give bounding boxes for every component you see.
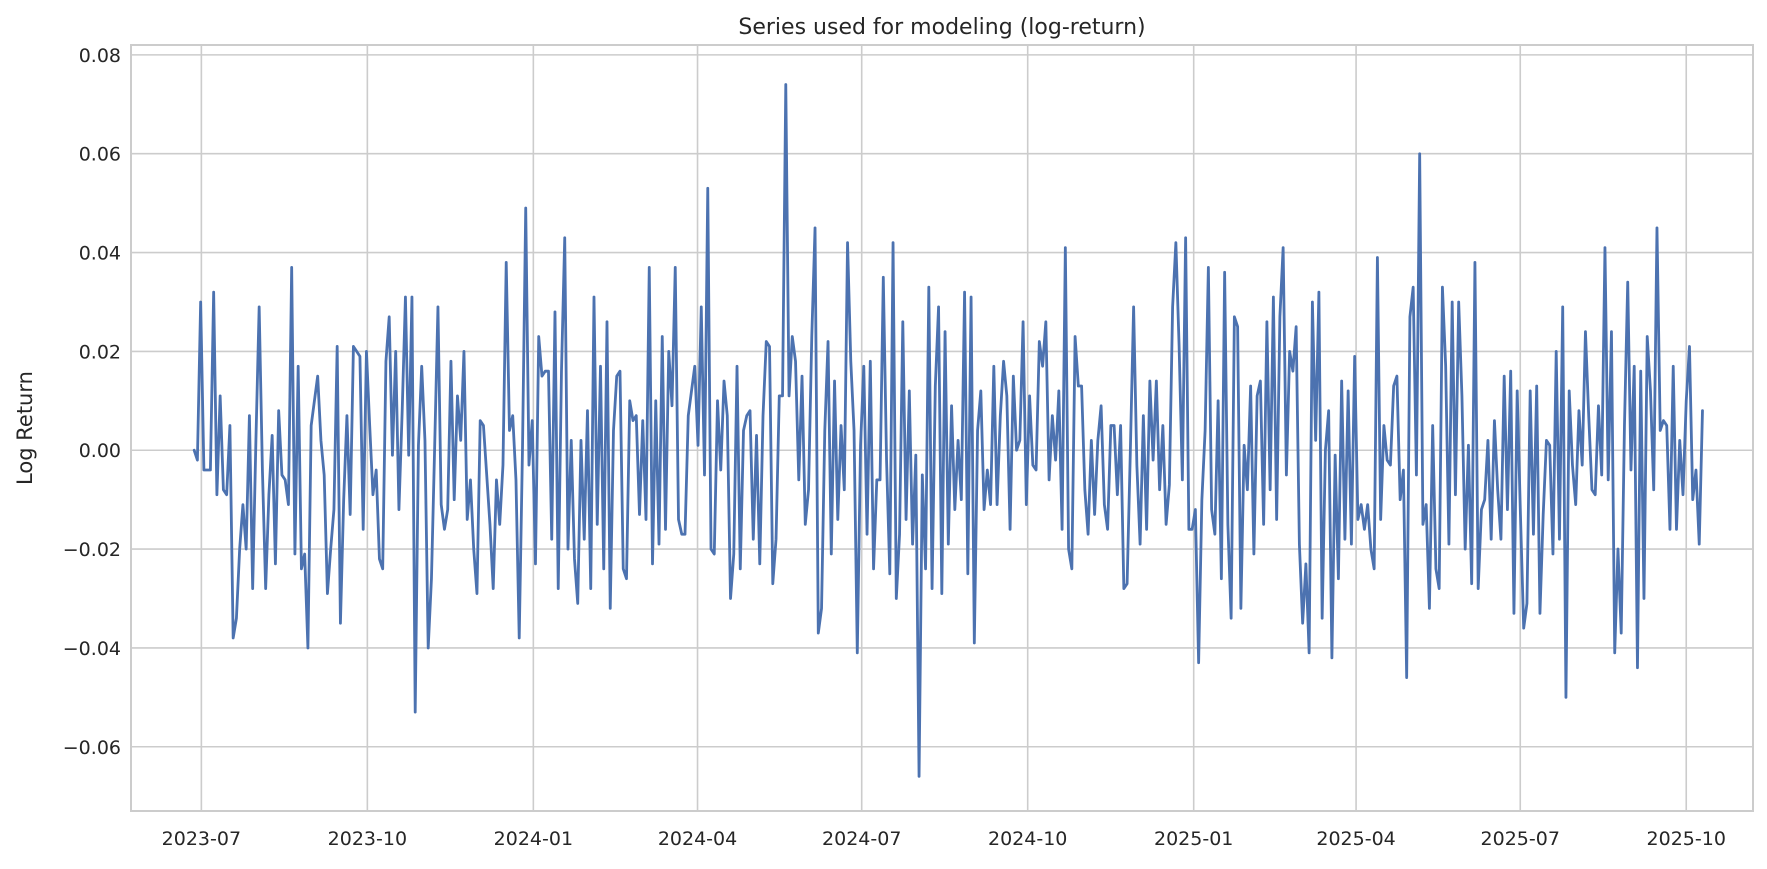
y-tick-label: 0.00 bbox=[79, 440, 121, 462]
y-tick-label: −0.06 bbox=[63, 737, 121, 759]
y-tick-label: −0.04 bbox=[63, 638, 121, 660]
x-tick-label: 2025-07 bbox=[1481, 828, 1560, 850]
x-tick-label: 2024-04 bbox=[658, 828, 737, 850]
series-line bbox=[192, 83, 1704, 778]
y-axis-title: Log Return bbox=[13, 371, 37, 485]
x-tick-label: 2023-10 bbox=[328, 828, 407, 850]
x-tick-label: 2025-01 bbox=[1154, 828, 1233, 850]
y-tick-label: −0.02 bbox=[63, 539, 121, 561]
x-tick-label: 2025-10 bbox=[1647, 828, 1726, 850]
plot-frame bbox=[130, 44, 1754, 812]
y-tick-label: 0.02 bbox=[79, 341, 121, 363]
x-tick-label: 2024-07 bbox=[822, 828, 901, 850]
x-axis: 2023-07 2023-10 2024-01 2024-04 2024-07 2024-… bbox=[162, 828, 1726, 850]
x-tick-label: 2024-01 bbox=[494, 828, 573, 850]
x-tick-label: 2025-04 bbox=[1316, 828, 1395, 850]
y-tick-label: 0.06 bbox=[79, 144, 121, 166]
chart-title: Series used for modeling (log-return) bbox=[738, 15, 1145, 40]
y-tick-label: 0.08 bbox=[79, 45, 121, 67]
y-tick-label: 0.04 bbox=[79, 243, 121, 265]
y-axis: −0.06 −0.04 −0.02 0.00 0.02 0.04 0.06 0.08 bbox=[63, 45, 121, 759]
series-layer bbox=[192, 83, 1704, 778]
x-tick-label: 2024-10 bbox=[988, 828, 1067, 850]
x-tick-label: 2023-07 bbox=[162, 828, 241, 850]
